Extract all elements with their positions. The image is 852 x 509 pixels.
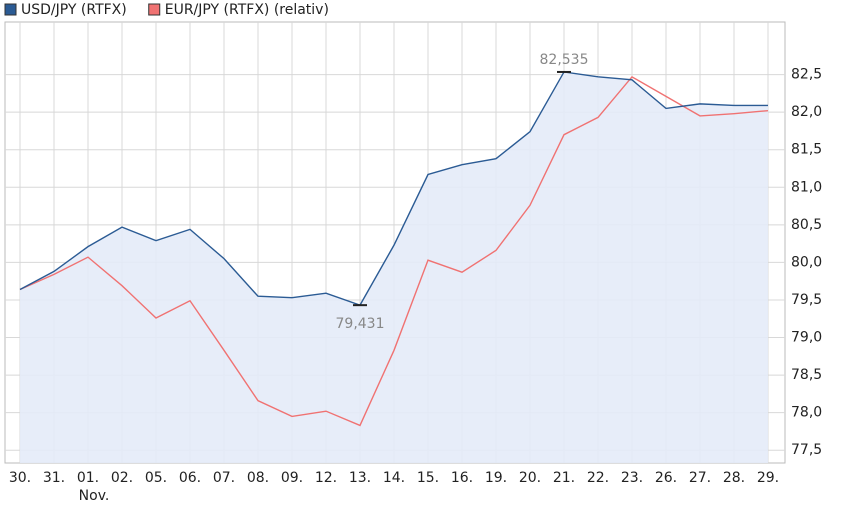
- y-tick-label: 82,0: [791, 104, 822, 120]
- x-tick-label: 15.: [417, 470, 439, 486]
- y-tick-label: 78,5: [791, 367, 822, 383]
- line: [19, 71, 768, 307]
- y-tick-label: 80,0: [791, 254, 822, 270]
- legend-swatch: [4, 3, 17, 16]
- x-tick-label: 12.: [315, 470, 337, 486]
- x-tick-label: 30.: [9, 470, 31, 486]
- x-tick-label: 31.: [43, 470, 65, 486]
- x-tick-label: 08.: [247, 470, 269, 486]
- x-tick-label: 06.: [179, 470, 201, 486]
- x-tick-label: 29.: [757, 470, 779, 486]
- x-tick-label: 13.: [349, 470, 371, 486]
- y-tick-label: 79,0: [791, 330, 822, 346]
- legend-label: EUR/JPY (RTFX) (relativ): [165, 2, 329, 18]
- x-tick-label: 16.: [451, 470, 473, 486]
- y-tick-label: 81,0: [791, 179, 822, 195]
- x-tick-label: 20.: [519, 470, 541, 486]
- y-tick-label: 78,0: [791, 405, 822, 421]
- x-tick-label: 01.: [77, 470, 99, 486]
- y-tick-label: 82,5: [791, 67, 822, 83]
- x-tick-label: 26.: [655, 470, 677, 486]
- x-tick-label: 14.: [383, 470, 405, 486]
- x-tick-label: 05.: [145, 470, 167, 486]
- annotation-label: 79,431: [336, 316, 385, 332]
- y-tick-label: 77,5: [791, 442, 822, 458]
- y-tick-label: 79,5: [791, 292, 822, 308]
- line: [19, 75, 769, 427]
- x-tick-label: 07.: [213, 470, 235, 486]
- legend-label: USD/JPY (RTFX): [21, 2, 127, 18]
- legend: USD/JPY (RTFX) EUR/JPY (RTFX) (relativ): [4, 2, 329, 18]
- y-tick-label: 81,5: [791, 142, 822, 158]
- y-tick-label: 80,5: [791, 217, 822, 233]
- x-tick-label: 19.: [485, 470, 507, 486]
- x-tick-label: 22.: [587, 470, 609, 486]
- legend-swatch: [148, 3, 161, 16]
- annotation-label: 82,535: [540, 52, 589, 68]
- x-tick-label: 02.: [111, 470, 133, 486]
- x-sublabel: Nov.: [79, 488, 110, 504]
- x-tick-label: 23.: [621, 470, 643, 486]
- x-tick-label: 27.: [689, 470, 711, 486]
- x-tick-label: 28.: [723, 470, 745, 486]
- area: [20, 71, 768, 464]
- x-tick-label: 21.: [553, 470, 575, 486]
- x-tick-label: 09.: [281, 470, 303, 486]
